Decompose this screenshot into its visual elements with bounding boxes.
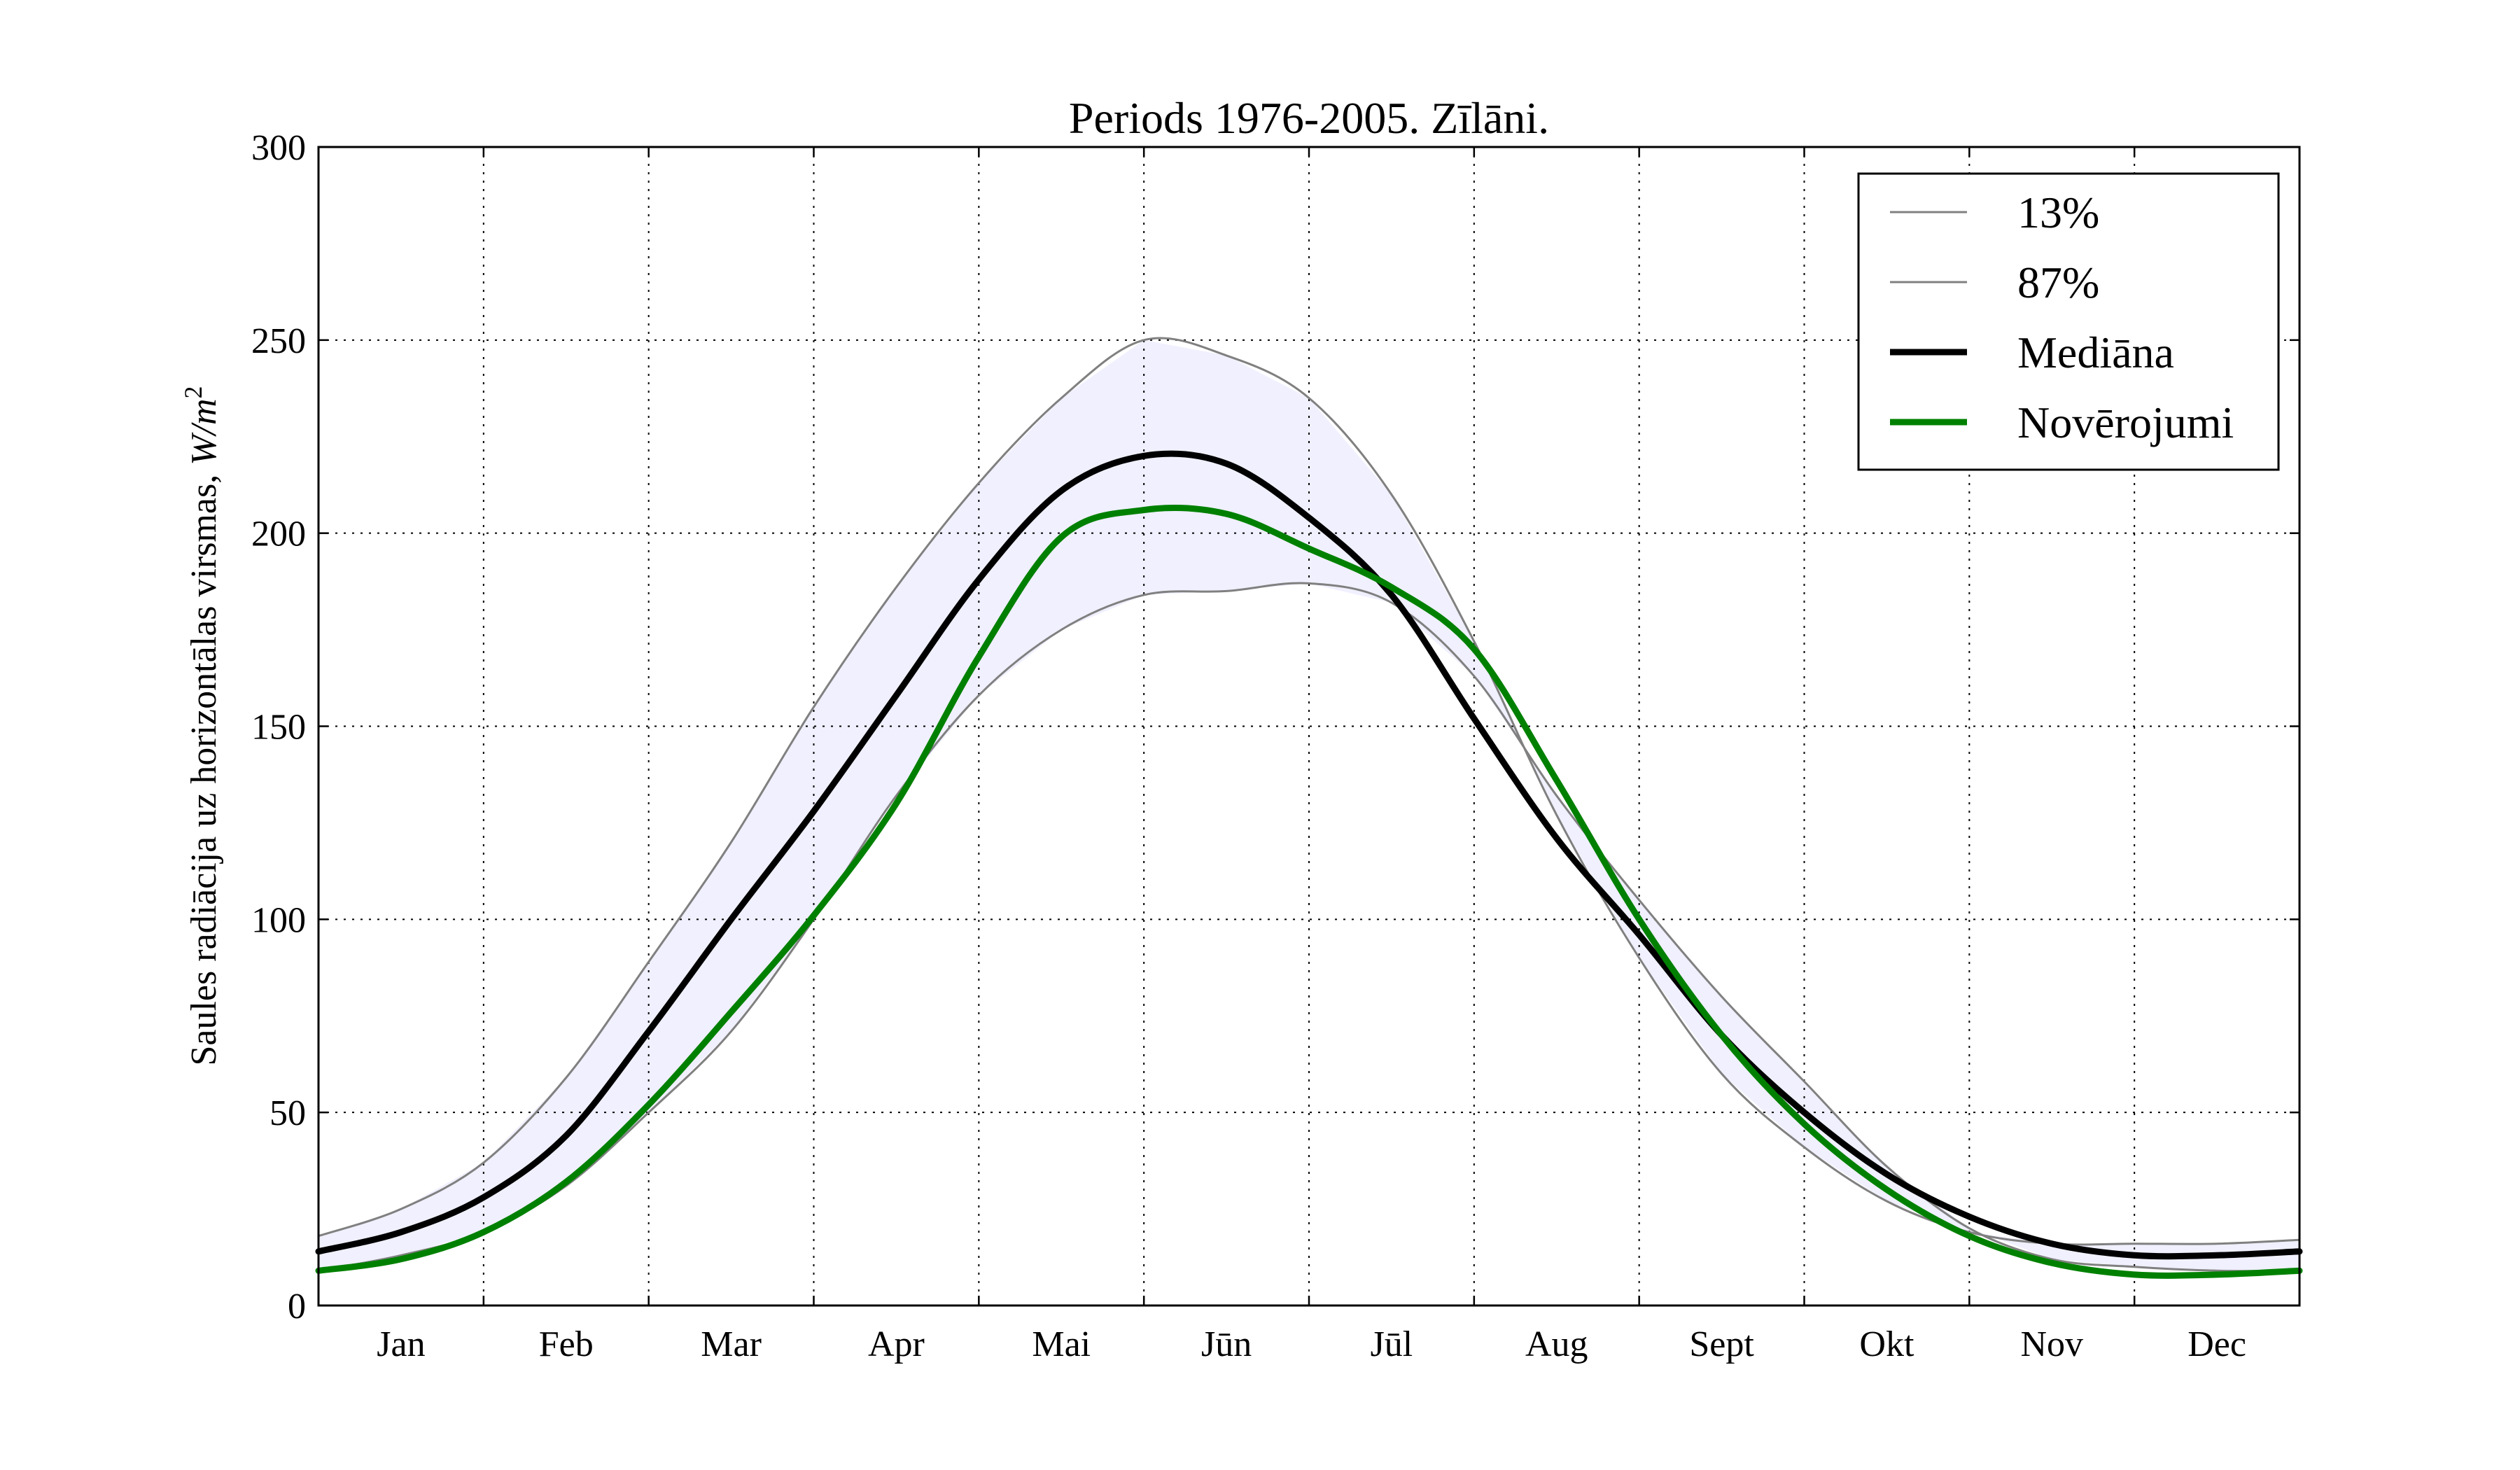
y-tick-label: 150 <box>251 708 306 748</box>
x-tick-label-nov: Nov <box>2020 1324 2083 1364</box>
series-line-mediana <box>315 450 2303 1260</box>
x-tick-label-jan: Jan <box>377 1324 425 1364</box>
x-tick-label-apr: Apr <box>868 1324 925 1364</box>
y-tick-label: 100 <box>251 900 306 940</box>
x-tick-label-aug: Aug <box>1525 1324 1588 1364</box>
x-tick-label-sept: Sept <box>1689 1324 1754 1364</box>
legend-label-noverojumi: Novērojumi <box>2017 398 2234 447</box>
legend-label-13: 13% <box>2017 188 2099 237</box>
series-line-noverojumi <box>315 504 2303 1279</box>
y-axis-label-unit: W/m <box>184 398 224 465</box>
x-tick-label-jul: Jūl <box>1371 1324 1413 1364</box>
series-line-13 <box>317 582 2301 1273</box>
y-tick-label: 50 <box>270 1093 306 1133</box>
legend-entries: 13% 87% Mediāna Novērojumi <box>1890 188 2234 447</box>
legend-label-87: 87% <box>2017 258 2099 307</box>
series-line-87 <box>317 337 2301 1246</box>
y-axis-label-unit-exponent: 2 <box>179 386 207 398</box>
x-tick-label-mar: Mar <box>701 1324 762 1364</box>
legend: 13% 87% Mediāna Novērojumi <box>1857 172 2280 471</box>
series-layer <box>315 337 2303 1279</box>
y-tick-label: 300 <box>251 128 306 168</box>
x-tick-label-okt: Okt <box>1859 1324 1914 1364</box>
y-tick-label: 200 <box>251 514 306 554</box>
y-axis-label: Saules radiācija uz horizontālas virsmas… <box>179 386 224 1065</box>
y-axis-label-text: Saules radiācija uz horizontālas virsmas… <box>184 465 224 1066</box>
y-tick-label: 0 <box>288 1287 306 1326</box>
x-tick-label-feb: Feb <box>539 1324 594 1364</box>
legend-label-mediana: Mediāna <box>2017 328 2174 377</box>
x-tick-label-jun: Jūn <box>1201 1324 1252 1364</box>
y-tick-label: 250 <box>251 321 306 361</box>
tick-layer: 0 50 100 150 200 250 300 Jan Feb Mar Apr Mai Jūn Jūl A… <box>251 128 2300 1364</box>
x-tick-label-dec: Dec <box>2188 1324 2246 1364</box>
legend-box <box>1857 172 2280 471</box>
chart-title: Periods 1976-2005. Zīlāni. <box>1069 93 1549 143</box>
x-tick-label-mai: Mai <box>1032 1324 1091 1364</box>
